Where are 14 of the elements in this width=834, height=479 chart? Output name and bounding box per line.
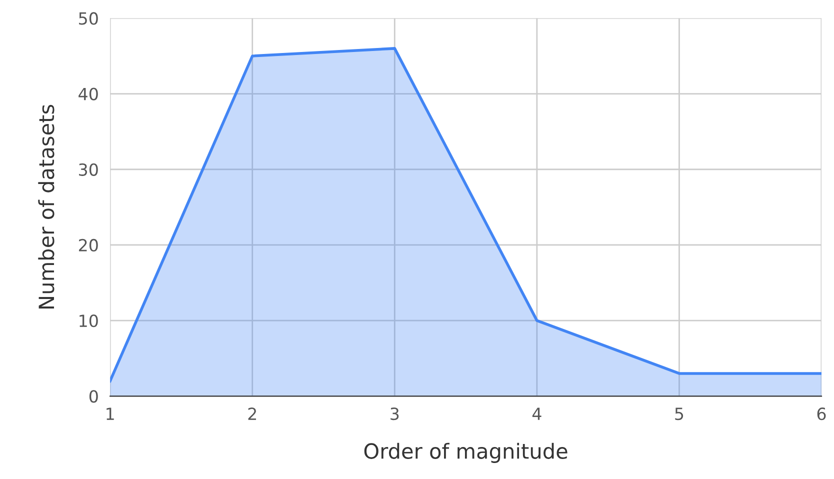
x-tick-label: 6: [817, 408, 826, 420]
x-axis-title: Order of magnitude: [364, 442, 568, 463]
y-axis-title: Number of datasets: [38, 104, 54, 308]
y-tick-label: 30: [79, 163, 98, 176]
y-tick-label: 20: [78, 238, 98, 252]
x-tick-label: 1: [106, 408, 114, 420]
x-tick-label: 3: [390, 408, 399, 420]
y-tick-label: 0: [89, 390, 98, 403]
y-tick-label: 10: [80, 314, 98, 328]
x-tick-label: 2: [248, 408, 256, 420]
x-tick-label: 4: [532, 408, 542, 420]
y-tick-label: 50: [79, 12, 98, 25]
y-tick-label: 40: [78, 88, 98, 100]
x-tick-label: 5: [675, 408, 684, 420]
